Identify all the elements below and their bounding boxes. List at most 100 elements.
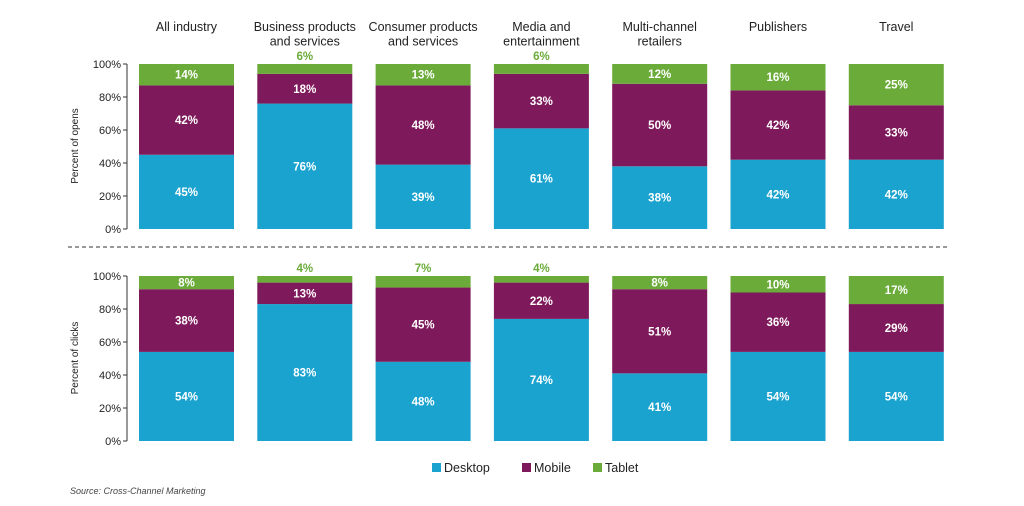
bar-segment-mobile <box>730 90 826 160</box>
category-label-line: retailers <box>637 35 681 49</box>
bar-segment-tablet <box>139 64 234 86</box>
data-label: 33% <box>530 96 553 108</box>
data-label: 8% <box>178 278 195 290</box>
data-label: 41% <box>648 402 671 414</box>
data-label: 54% <box>766 391 789 403</box>
category-label-line: Media and <box>512 20 570 34</box>
bar-segment-mobile <box>493 73 589 129</box>
category-label-line: All industry <box>156 20 218 34</box>
category-label-line: Business products <box>254 20 356 34</box>
data-label: 38% <box>175 316 198 328</box>
bar-segment-desktop <box>612 373 708 441</box>
clicks-panel: Percent of clicks 0% 20% 40% 60% 80% 100% 54% 38… <box>70 263 944 448</box>
data-label: 42% <box>766 120 789 132</box>
category-label-line: and services <box>270 35 340 49</box>
data-label: 50% <box>648 120 671 132</box>
legend-label-desktop: Desktop <box>444 461 490 475</box>
bar-segment-desktop <box>257 304 353 441</box>
bar-segment-mobile <box>730 292 826 352</box>
y-axis-label: Percent of clicks <box>70 322 81 395</box>
y-tick-label: 0% <box>105 224 121 236</box>
bar-segment-mobile <box>139 85 234 155</box>
bar-segment-desktop <box>848 351 944 441</box>
bar-segment-mobile <box>375 287 471 362</box>
bar-segment-tablet <box>139 276 234 290</box>
data-label: 42% <box>766 189 789 201</box>
data-label: 14% <box>175 70 198 82</box>
bar-segment-mobile <box>848 304 944 352</box>
y-tick-label: 100% <box>93 59 121 71</box>
data-label: 8% <box>651 278 668 290</box>
data-label: 39% <box>412 192 435 204</box>
bar-segment-desktop <box>493 318 589 441</box>
data-label: 38% <box>648 193 671 205</box>
data-label: 33% <box>885 127 908 139</box>
y-axis-label: Percent of opens <box>70 108 81 184</box>
bar-segment-desktop <box>848 159 944 229</box>
legend-label-mobile: Mobile <box>534 461 571 475</box>
y-tick-label: 80% <box>99 92 121 104</box>
bar-segment-desktop <box>493 128 589 229</box>
bar-segment-desktop <box>139 351 234 441</box>
y-tick-label: 20% <box>99 191 121 203</box>
legend: Desktop Mobile Tablet <box>432 461 639 475</box>
bar-segment-mobile <box>139 289 234 352</box>
y-tick-label: 40% <box>99 370 121 382</box>
category-label: All industry <box>156 20 218 34</box>
data-label: 76% <box>293 161 316 173</box>
bar-segment-mobile <box>375 85 471 165</box>
bar-segment-desktop <box>375 361 471 441</box>
source-note: Source: Cross-Channel Marketing <box>70 486 206 496</box>
y-tick-label: 0% <box>105 436 121 448</box>
data-label: 4% <box>296 263 313 275</box>
category-label: Media and entertainment <box>503 20 580 49</box>
bar-segment-tablet <box>848 276 944 305</box>
bar-segment-tablet <box>257 64 353 74</box>
bar-segment-mobile <box>493 282 589 319</box>
bar-segment-mobile <box>612 83 708 167</box>
bar-segment-tablet <box>375 64 471 86</box>
legend-swatch-mobile <box>522 463 531 472</box>
bar-segment-mobile <box>848 105 944 160</box>
data-label: 6% <box>296 51 313 63</box>
data-label: 74% <box>530 375 553 387</box>
data-label: 25% <box>885 80 908 92</box>
category-label: Consumer products and services <box>369 20 478 49</box>
data-label: 29% <box>885 323 908 335</box>
y-tick-label: 60% <box>99 337 121 349</box>
data-label: 54% <box>175 391 198 403</box>
bar-segment-tablet <box>848 64 944 106</box>
bar-segment-tablet <box>493 276 589 283</box>
bar-segment-tablet <box>730 276 826 293</box>
data-label: 42% <box>885 189 908 201</box>
y-tick-label: 80% <box>99 304 121 316</box>
data-label: 48% <box>412 120 435 132</box>
data-label: 10% <box>766 279 789 291</box>
data-label: 18% <box>293 84 316 96</box>
bar-segment-mobile <box>257 282 353 305</box>
data-label: 12% <box>648 69 671 81</box>
data-label: 42% <box>175 115 198 127</box>
bar-segment-desktop <box>257 103 353 229</box>
category-label: Multi-channel retailers <box>623 20 697 49</box>
data-label: 17% <box>885 285 908 297</box>
category-label-line: Multi-channel <box>623 20 697 34</box>
bar-segment-tablet <box>612 276 708 290</box>
category-label: Business products and services <box>254 20 356 49</box>
legend-swatch-desktop <box>432 463 441 472</box>
data-label: 6% <box>533 51 550 63</box>
data-label: 83% <box>293 368 316 380</box>
category-label-line: Travel <box>879 20 913 34</box>
data-label: 51% <box>648 326 671 338</box>
y-tick-label: 40% <box>99 158 121 170</box>
bar-segment-tablet <box>730 64 826 91</box>
data-label: 4% <box>533 263 550 275</box>
data-label: 45% <box>175 187 198 199</box>
y-tick-label: 60% <box>99 125 121 137</box>
opens-panel: Percent of opens 0% 20% 40% 60% 80% 100% 45% 42%… <box>70 51 944 236</box>
bar-segment-desktop <box>139 154 234 229</box>
data-label: 36% <box>766 317 789 329</box>
category-label-line: entertainment <box>503 35 580 49</box>
